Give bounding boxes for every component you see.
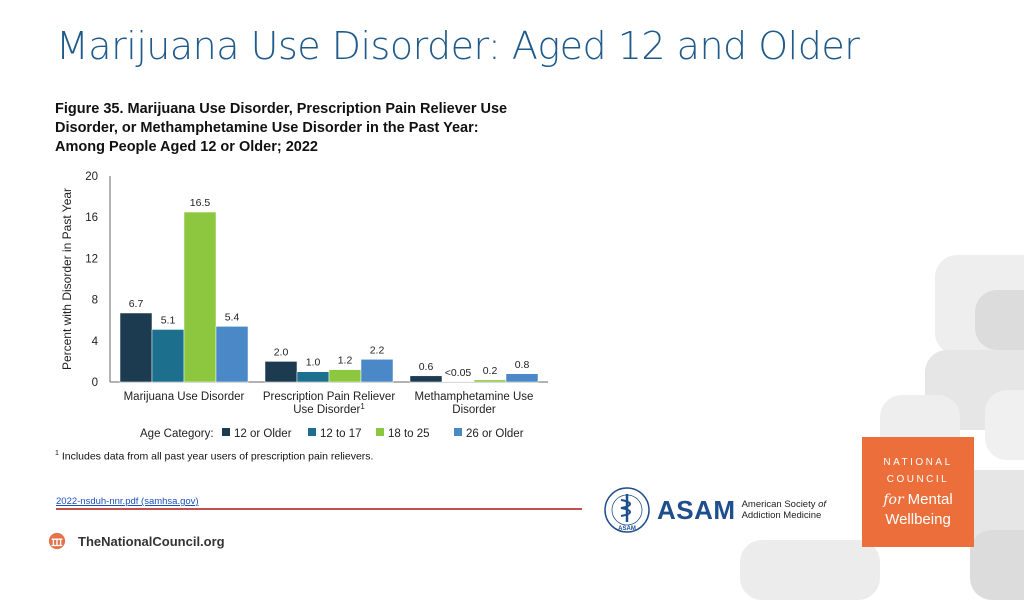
bar [506, 374, 538, 382]
bar [474, 380, 506, 382]
y-tick-label: 0 [92, 377, 98, 389]
nc-line-mental: for Mental [862, 491, 974, 508]
bar [265, 361, 297, 382]
divider-line [56, 508, 582, 510]
asam-seal-icon: ASAM [603, 486, 651, 534]
figure-title-line: Among People Aged 12 or Older; 2022 [55, 138, 575, 157]
data-label: 16.5 [190, 197, 211, 209]
legend-swatch [376, 428, 384, 436]
y-tick-label: 20 [85, 171, 98, 183]
data-label: 0.2 [483, 365, 498, 377]
data-label: 6.7 [129, 298, 144, 310]
asam-subtitle-line: Addiction Medicine [742, 510, 827, 521]
x-category-label: Disorder [452, 404, 496, 416]
data-label: 2.0 [274, 346, 289, 358]
slide-title: Marijuana Use Disorder: Aged 12 and Olde… [56, 24, 859, 68]
y-tick-label: 4 [92, 336, 99, 348]
data-label: 0.6 [419, 361, 434, 373]
data-label: 1.0 [306, 357, 321, 369]
bar-chart: 0 4 8 12 16 20 Percent with Disorder in Past Y… [40, 160, 580, 450]
nc-line-council: COUNCIL [862, 474, 974, 485]
figure-title: Figure 35. Marijuana Use Disorder, Presc… [55, 100, 575, 157]
data-label: 5.1 [161, 314, 176, 326]
asam-subtitle-of: of [818, 499, 826, 510]
figure-title-line: Figure 35. Marijuana Use Disorder, Presc… [55, 100, 575, 119]
asam-seal-text: ASAM [618, 526, 636, 532]
bar [361, 359, 393, 382]
y-tick-label: 12 [85, 253, 98, 265]
nc-for: for [883, 492, 903, 508]
bar [216, 326, 248, 382]
decorative-tile [740, 540, 880, 600]
legend-swatch [222, 428, 230, 436]
bar [410, 376, 442, 382]
x-category-label: Prescription Pain Reliever [263, 391, 395, 403]
nc-line-national: NATIONAL [862, 457, 974, 468]
asam-subtitle-line: American Society [742, 499, 819, 510]
bar [329, 370, 361, 382]
footnote: 1 Includes data from all past year users… [55, 450, 373, 463]
data-label: 1.2 [338, 355, 353, 367]
source-link[interactable]: 2022-nsduh-nnr.pdf (samhsa.gov) [56, 496, 199, 507]
data-label: 2.2 [370, 344, 385, 356]
asam-logo: ASAM ASAM American Society of Addiction … [603, 486, 826, 534]
asam-subtitle: American Society of Addiction Medicine [742, 499, 827, 521]
asam-wordmark: ASAM [657, 495, 736, 526]
data-label: 5.4 [225, 311, 240, 323]
y-tick-label: 16 [85, 212, 98, 224]
footer-brand: TheNationalCouncil.org [48, 532, 225, 550]
figure-title-line: Disorder, or Methamphetamine Use Disorde… [55, 119, 575, 138]
legend-swatch [308, 428, 316, 436]
legend-swatch [454, 428, 462, 436]
y-axis-label: Percent with Disorder in Past Year [60, 188, 74, 370]
y-tick-label: 8 [92, 295, 98, 307]
footer-text: TheNationalCouncil.org [78, 534, 225, 549]
legend-label: 12 or Older [234, 428, 292, 440]
decorative-tile [975, 290, 1024, 350]
category-footnote-mark: 1 [360, 402, 365, 411]
nc-mental: Mental [908, 491, 953, 508]
legend-label: 12 to 17 [320, 428, 362, 440]
decorative-tile [985, 390, 1024, 460]
nc-line-wellbeing: Wellbeing [862, 511, 974, 528]
footnote-mark: 1 [55, 450, 59, 457]
legend-title: Age Category: [140, 428, 214, 440]
x-category-label: Methamphetamine Use [415, 391, 534, 403]
data-label: <0.05 [445, 367, 472, 379]
bar [120, 313, 152, 382]
national-council-logo: NATIONAL COUNCIL for Mental Wellbeing [862, 437, 974, 547]
bar [184, 212, 216, 382]
bar [297, 372, 329, 382]
data-label: 0.8 [515, 359, 530, 371]
legend-label: 26 or Older [466, 428, 524, 440]
x-category-label: Marijuana Use Disorder [124, 391, 245, 403]
bar [152, 329, 184, 382]
x-category-label: Use Disorder1 [293, 402, 365, 416]
legend-label: 18 to 25 [388, 428, 430, 440]
decorative-tile [970, 530, 1024, 600]
footnote-text: Includes data from all past year users o… [62, 451, 374, 463]
national-council-circle-icon [48, 532, 66, 550]
